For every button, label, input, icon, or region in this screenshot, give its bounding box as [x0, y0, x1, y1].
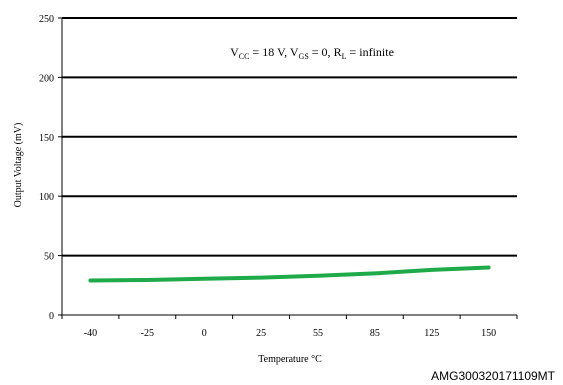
annotation-text: VCC = 18 V, VGS = 0, RL = infinite: [230, 45, 394, 61]
x-tick-labels: -40 -25 0 25 55 85 125 150: [84, 328, 496, 339]
x-tick-label-6: 125: [424, 328, 439, 339]
x-tick-label-1: -25: [141, 328, 154, 339]
annotation-v3-sub: L: [342, 52, 347, 61]
data-point-0-7: [486, 265, 491, 270]
annotation-v3-rest: = infinite: [346, 45, 393, 59]
data-point-0-2: [202, 277, 206, 281]
y-tick-label-150: 150: [39, 133, 54, 144]
y-tick-label-250: 250: [39, 14, 54, 25]
data-point-0-4: [316, 274, 320, 278]
x-tick-label-3: 25: [256, 328, 266, 339]
data-point-0-3: [259, 275, 263, 280]
x-tick-label-2: 0: [202, 328, 207, 339]
axes: [58, 17, 518, 319]
series-line-0: [88, 265, 491, 283]
grid-lines: [62, 17, 517, 257]
figure-code: AMG300320171109MT: [431, 369, 556, 383]
annotation-v2: V: [290, 45, 299, 59]
x-tick-label-7: 150: [481, 328, 496, 339]
x-tick-label-0: -40: [84, 328, 97, 339]
annotation-v2-sub: GS: [299, 52, 309, 61]
y-tick-label-100: 100: [39, 192, 54, 203]
data-point-0-5: [373, 271, 377, 276]
x-tick-label-4: 55: [313, 328, 323, 339]
x-axis-label: Temperature °C: [258, 354, 322, 365]
y-tick-label-200: 200: [39, 73, 54, 84]
annotation-v1-rest: = 18 V,: [249, 45, 289, 59]
data-point-0-0: [88, 278, 93, 283]
y-tick-label-0: 0: [49, 311, 54, 322]
y-tick-label-50: 50: [44, 252, 54, 263]
data-point-0-6: [430, 268, 434, 272]
annotation-v1-sub: CC: [239, 52, 250, 61]
x-tick-label-5: 85: [370, 328, 380, 339]
y-axis-label: Output Voltage (mV): [13, 123, 24, 208]
annotation-v1: V: [230, 45, 239, 59]
data-point-0-1: [145, 278, 149, 282]
annotation-v3: R: [334, 45, 342, 59]
y-tick-labels: 0 50 100 150 200 250: [39, 14, 54, 322]
series-layer: [88, 265, 491, 283]
annotation-v2-rest: = 0,: [309, 45, 334, 59]
